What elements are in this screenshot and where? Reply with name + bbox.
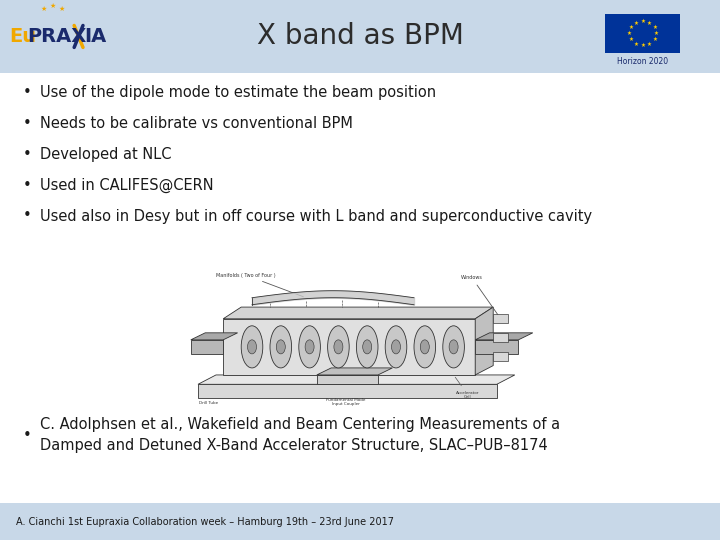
Text: ★: ★ xyxy=(58,6,65,12)
Polygon shape xyxy=(475,333,533,340)
Text: Manifolds ( Two of Four ): Manifolds ( Two of Four ) xyxy=(216,273,303,297)
Bar xyxy=(493,333,508,342)
Text: ★: ★ xyxy=(640,19,645,24)
Text: ★: ★ xyxy=(647,42,652,47)
Text: ★: ★ xyxy=(626,31,631,36)
Bar xyxy=(0,503,720,540)
Ellipse shape xyxy=(241,326,263,368)
Polygon shape xyxy=(475,340,518,354)
Text: ★: ★ xyxy=(50,3,56,9)
Text: Windows: Windows xyxy=(461,275,503,321)
Ellipse shape xyxy=(305,340,314,354)
Text: Eu: Eu xyxy=(9,27,36,46)
Ellipse shape xyxy=(392,340,400,354)
Text: ★: ★ xyxy=(647,21,652,25)
Polygon shape xyxy=(223,319,475,375)
Ellipse shape xyxy=(363,340,372,354)
Text: ★: ★ xyxy=(652,25,657,30)
Polygon shape xyxy=(317,368,392,375)
Text: X band as BPM: X band as BPM xyxy=(256,23,464,50)
Text: C. Adolphsen et al., Wakefield and Beam Centering Measurements of a: C. Adolphsen et al., Wakefield and Beam … xyxy=(40,417,559,433)
Text: •: • xyxy=(23,428,32,443)
Text: Used also in Desy but in off course with L band and superconductive cavity: Used also in Desy but in off course with… xyxy=(40,208,592,224)
Text: Developed at NLC: Developed at NLC xyxy=(40,147,171,162)
Ellipse shape xyxy=(248,340,256,354)
Ellipse shape xyxy=(356,326,378,368)
Text: ★: ★ xyxy=(628,25,633,30)
Text: •: • xyxy=(23,208,32,224)
Text: PRAX: PRAX xyxy=(27,27,86,46)
Text: Fundamental Mode
Input Coupler: Fundamental Mode Input Coupler xyxy=(326,398,365,407)
Bar xyxy=(493,352,508,361)
Polygon shape xyxy=(223,307,493,319)
Text: Drill Tube: Drill Tube xyxy=(199,401,218,405)
Text: IA: IA xyxy=(84,27,107,46)
Bar xyxy=(0,0,720,73)
Ellipse shape xyxy=(420,340,429,354)
Text: ★: ★ xyxy=(628,37,633,42)
Polygon shape xyxy=(198,384,497,399)
Ellipse shape xyxy=(328,326,349,368)
Bar xyxy=(0,73,720,503)
Bar xyxy=(605,14,680,53)
Text: Use of the dipole mode to estimate the beam position: Use of the dipole mode to estimate the b… xyxy=(40,85,436,100)
Ellipse shape xyxy=(414,326,436,368)
Text: •: • xyxy=(23,85,32,100)
Text: ★: ★ xyxy=(633,42,638,47)
Polygon shape xyxy=(475,307,493,375)
Text: Needs to be calibrate vs conventional BPM: Needs to be calibrate vs conventional BP… xyxy=(40,116,353,131)
Polygon shape xyxy=(198,375,515,384)
Text: ★: ★ xyxy=(41,6,47,12)
Text: Used in CALIFES@CERN: Used in CALIFES@CERN xyxy=(40,178,213,193)
Text: •: • xyxy=(23,147,32,162)
Text: ★: ★ xyxy=(640,43,645,49)
Bar xyxy=(493,314,508,323)
Ellipse shape xyxy=(334,340,343,354)
Text: ★: ★ xyxy=(652,37,657,42)
Text: ★: ★ xyxy=(633,21,638,25)
Text: A. Cianchi 1st Eupraxia Collaboration week – Hamburg 19th – 23rd June 2017: A. Cianchi 1st Eupraxia Collaboration we… xyxy=(16,517,394,526)
Ellipse shape xyxy=(276,340,285,354)
Ellipse shape xyxy=(449,340,458,354)
Polygon shape xyxy=(191,340,223,354)
Polygon shape xyxy=(191,333,238,340)
Text: Damped and Detuned X-Band Accelerator Structure, SLAC–PUB–8174: Damped and Detuned X-Band Accelerator St… xyxy=(40,438,547,453)
Polygon shape xyxy=(317,375,378,384)
Text: Accelerator
Cell: Accelerator Cell xyxy=(455,377,480,400)
Text: •: • xyxy=(23,116,32,131)
Text: •: • xyxy=(23,178,32,193)
Ellipse shape xyxy=(299,326,320,368)
Ellipse shape xyxy=(270,326,292,368)
Text: Horizon 2020: Horizon 2020 xyxy=(617,57,668,66)
Ellipse shape xyxy=(443,326,464,368)
Text: ★: ★ xyxy=(654,31,659,36)
Ellipse shape xyxy=(385,326,407,368)
